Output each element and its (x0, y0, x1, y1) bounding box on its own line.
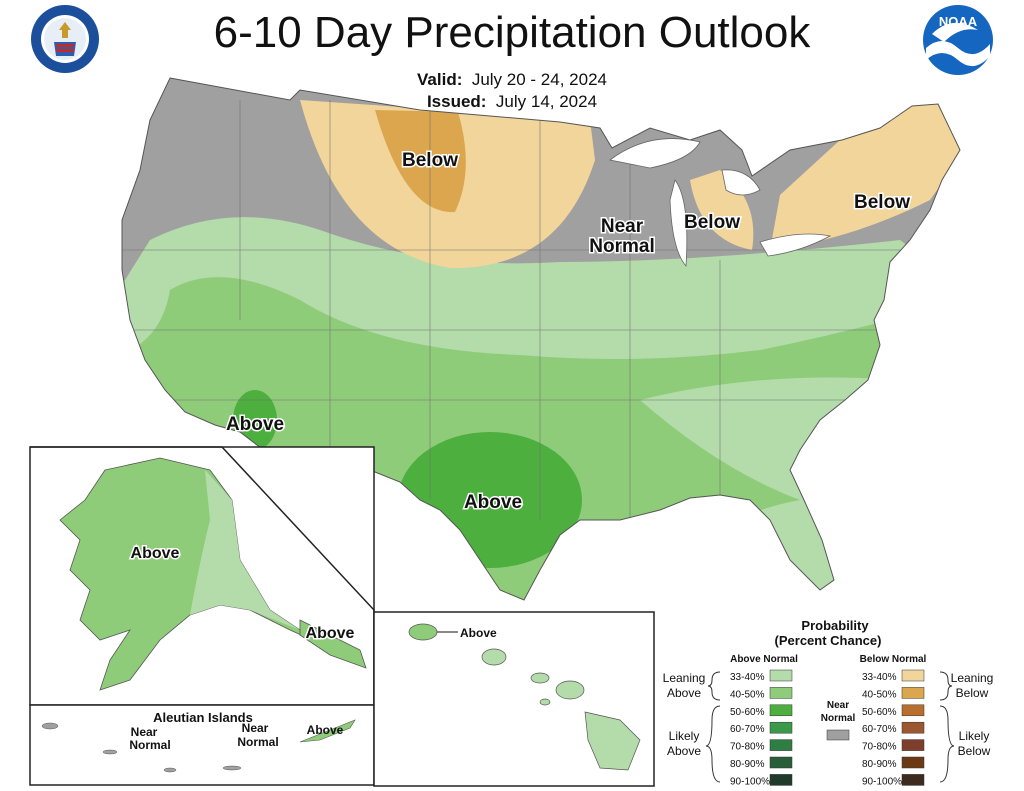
state-boundaries (122, 100, 960, 520)
label-above-alaska-southeast: Above (306, 625, 355, 642)
label-above-southwest: Above (226, 414, 284, 435)
legend-above-swatch-0 (769, 669, 793, 682)
noaa-logo: NOAA (923, 5, 993, 75)
legend-below-swatch-3 (901, 721, 925, 734)
legend: Probability (Percent Chance) Above Norma… (663, 618, 994, 787)
issued-label: Issued: (426, 92, 487, 111)
label-above-alaska: Above (131, 545, 180, 562)
legend-below-label-0: 33-40% (862, 672, 897, 683)
label-below-northeast: Below (854, 192, 910, 213)
great-lakes (609, 138, 832, 267)
valid-label: Valid: (417, 70, 463, 89)
legend-above-label-4: 70-80% (730, 742, 765, 753)
legend-near-swatch (826, 729, 850, 741)
legend-above-label-2: 50-60% (730, 707, 765, 718)
legend-above-swatches: 33-40% 40-50% 50-60% 60-70% 70-80% 80-90% 90-1… (730, 669, 793, 787)
valid-value: July 20 - 24, 2024 (471, 70, 607, 89)
legend-below-label-3: 60-70% (862, 724, 897, 735)
aleutian-near2-b: Normal (237, 735, 278, 749)
legend-above-swatch-4 (769, 739, 793, 751)
aleutian-islands (41, 722, 242, 773)
legend-below-swatch-2 (901, 704, 925, 717)
aleutian-near1-b: Normal (129, 738, 170, 752)
northeast-below-region (770, 100, 960, 250)
legend-below-label-5: 80-90% (862, 759, 897, 770)
legend-leaning-below-1: Leaning (951, 671, 994, 685)
noaa-logo-text: NOAA (939, 14, 978, 29)
legend-above-label-1: 40-50% (730, 689, 765, 700)
legend-title-1: Probability (801, 618, 869, 633)
label-near-normal-1: Near (601, 216, 644, 237)
legend-above-swatch-3 (769, 721, 793, 734)
page-title: 6-10 Day Precipitation Outlook (213, 8, 811, 57)
label-below-plains: Below (402, 150, 458, 171)
legend-near-label-2: Normal (821, 713, 856, 724)
legend-above-swatch-1 (769, 687, 793, 699)
aleutian-near1-a: Near (131, 725, 158, 739)
alaska-map (59, 457, 367, 691)
legend-braces (705, 671, 955, 783)
montana-below-40-50-region (375, 110, 466, 213)
legend-above-label-6: 90-100% (730, 776, 770, 787)
aleutian-title: Aleutian Islands (153, 710, 253, 725)
legend-above-swatch-5 (769, 756, 793, 769)
legend-below-swatch-1 (901, 687, 925, 699)
aleutian-above: Above (307, 723, 344, 737)
commerce-seal-logo (31, 5, 99, 73)
legend-below-swatch-6 (901, 774, 925, 786)
legend-leaning-below-2: Below (956, 686, 989, 700)
legend-below-swatch-4 (901, 739, 925, 751)
legend-above-label-0: 33-40% (730, 672, 765, 683)
issued-date: Issued: July 14, 2024 (0, 92, 1024, 112)
valid-dates: Valid: July 20 - 24, 2024 (0, 70, 1024, 90)
legend-likely-above-2: Above (667, 744, 701, 758)
legend-above-swatch-6 (769, 774, 793, 786)
legend-title-2: (Percent Chance) (775, 633, 882, 648)
label-near-normal-2: Normal (589, 236, 654, 257)
legend-above-label-5: 80-90% (730, 759, 765, 770)
legend-above-swatch-2 (769, 704, 793, 717)
legend-above-header: Above Normal (730, 654, 798, 665)
aleutian-near2-a: Near (242, 721, 269, 735)
legend-likely-below-1: Likely (959, 729, 990, 743)
label-above-texas: Above (464, 492, 522, 513)
hawaii-islands (408, 623, 641, 771)
legend-below-label-2: 50-60% (862, 707, 897, 718)
label-below-michigan: Below (684, 212, 740, 233)
legend-leaning-above-2: Above (667, 686, 701, 700)
legend-below-header: Below Normal (860, 654, 927, 665)
legend-below-label-6: 90-100% (862, 776, 902, 787)
legend-near-label-1: Near (827, 700, 849, 711)
legend-below-swatch-0 (901, 669, 925, 682)
label-above-hawaii: Above (460, 626, 497, 640)
aleutian-inset-frame (29, 704, 375, 786)
legend-below-label-4: 70-80% (862, 742, 897, 753)
legend-below-label-1: 40-50% (862, 689, 897, 700)
legend-below-swatch-5 (901, 756, 925, 769)
legend-likely-below-2: Below (958, 744, 991, 758)
legend-above-label-3: 60-70% (730, 724, 765, 735)
issued-value: July 14, 2024 (495, 92, 598, 111)
legend-below-swatches: 33-40% 40-50% 50-60% 60-70% 70-80% 80-90% 90-1… (862, 669, 925, 787)
legend-likely-above-1: Likely (669, 729, 700, 743)
legend-leaning-above-1: Leaning (663, 671, 706, 685)
